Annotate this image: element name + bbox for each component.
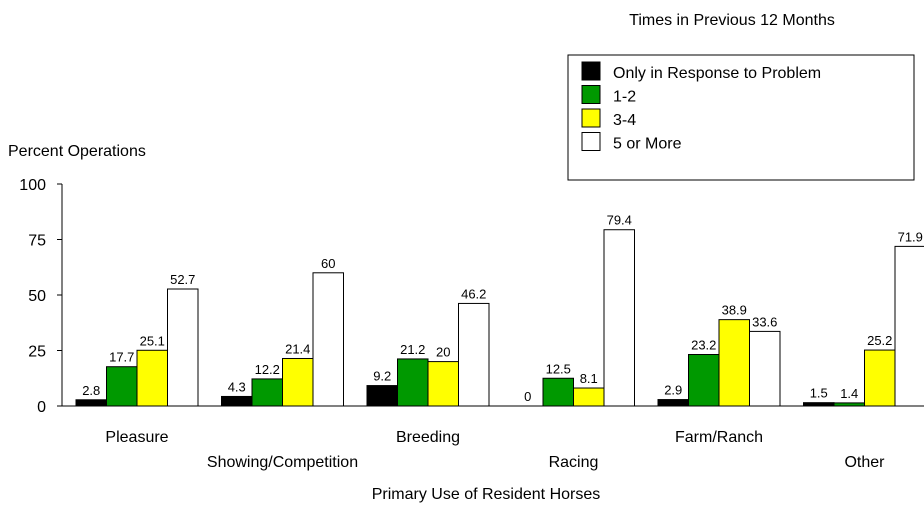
- data-label: 4.3: [228, 379, 246, 394]
- legend-swatch-1-2: [581, 85, 601, 104]
- data-label: 20: [436, 345, 450, 360]
- bar-5-or-more-showing-competition: [312, 272, 344, 407]
- data-label: 1.5: [810, 386, 828, 401]
- bar-3-4-breeding: [427, 361, 459, 407]
- legend-swatch-5-or-more: [581, 132, 601, 151]
- data-label: 21.2: [400, 342, 425, 357]
- x-axis-label: Primary Use of Resident Horses: [372, 486, 601, 503]
- legend-label-3-4: 3-4: [613, 112, 636, 129]
- data-label: 21.4: [285, 341, 310, 356]
- bars: 2.8 17.7 25.1 52.7 4.3 12.2 21.4 60 9.2 21.2 20 46.…: [75, 213, 924, 407]
- data-label: 46.2: [461, 286, 486, 301]
- legend-swatch-only-in-response-to-problem: [581, 61, 601, 81]
- data-label: 71.9: [898, 229, 923, 244]
- data-label: 2.8: [82, 383, 100, 398]
- bar-3-4-other: [864, 349, 896, 407]
- data-label: 8.1: [580, 371, 598, 386]
- y-axis-label: Percent Operations: [8, 143, 146, 160]
- bar-3-4-showing-competition: [282, 357, 314, 407]
- y-tick-label: 75: [28, 233, 46, 250]
- data-label: 33.6: [752, 314, 777, 329]
- y-ticks: 0 25 50 75 100: [19, 177, 62, 416]
- data-label: 12.5: [546, 361, 571, 376]
- y-tick-label: 25: [28, 344, 46, 361]
- bar-1-2-breeding: [397, 358, 429, 407]
- bar-5-or-more-breeding: [458, 302, 490, 407]
- category-label-breeding: Breeding: [396, 429, 460, 446]
- bar-5-or-more-racing: [603, 229, 635, 407]
- data-label: 9.2: [373, 369, 391, 384]
- bar-3-4-farm-ranch: [718, 319, 750, 407]
- category-label-showing-competition: Showing/Competition: [207, 454, 358, 471]
- category-label-farm-ranch: Farm/Ranch: [675, 429, 763, 446]
- legend-items: Only in Response to Problem 1-2 3-4 5 or Mo…: [581, 61, 821, 153]
- bar-only-in-response-to-problem-pleasure: [75, 399, 107, 407]
- data-label: 12.2: [255, 362, 280, 377]
- y-tick-label: 50: [28, 288, 46, 305]
- category-label-racing: Racing: [549, 454, 599, 471]
- bar-3-4-pleasure: [136, 349, 168, 407]
- bar-1-2-farm-ranch: [688, 353, 720, 407]
- y-tick-label: 0: [37, 399, 46, 416]
- category-label-pleasure: Pleasure: [105, 429, 168, 446]
- bar-only-in-response-to-problem-showing-competition: [221, 395, 253, 407]
- data-label: 52.7: [170, 272, 195, 287]
- bar-only-in-response-to-problem-farm-ranch: [657, 399, 689, 407]
- bar-1-2-pleasure: [106, 366, 138, 407]
- data-label: 17.7: [109, 350, 134, 365]
- data-label: 60: [321, 256, 335, 271]
- bar-3-4-racing: [573, 387, 605, 407]
- bar-5-or-more-other: [894, 245, 924, 407]
- legend-label-only-in-response-to-problem: Only in Response to Problem: [613, 65, 821, 82]
- legend-box: [567, 54, 915, 181]
- bar-5-or-more-pleasure: [167, 288, 199, 407]
- data-label: 38.9: [722, 303, 747, 318]
- data-label: 0: [524, 389, 531, 404]
- y-tick-label: 100: [19, 177, 46, 194]
- data-label: 25.2: [867, 333, 892, 348]
- category-label-other: Other: [844, 454, 885, 471]
- data-label: 25.1: [140, 333, 165, 348]
- legend-swatch-3-4: [581, 108, 601, 128]
- legend-label-5-or-more: 5 or More: [613, 136, 682, 153]
- data-label: 1.4: [840, 386, 858, 401]
- bar-5-or-more-farm-ranch: [749, 330, 781, 407]
- legend-title: Times in Previous 12 Months: [629, 12, 835, 29]
- data-label: 2.9: [664, 383, 682, 398]
- legend-label-1-2: 1-2: [613, 89, 636, 106]
- data-label: 23.2: [691, 337, 716, 352]
- data-label: 79.4: [607, 213, 632, 228]
- bar-1-2-racing: [542, 377, 574, 407]
- x-categories: Pleasure Showing/Competition Breeding Racin…: [105, 429, 885, 471]
- bar-only-in-response-to-problem-breeding: [366, 385, 398, 407]
- bar-1-2-showing-competition: [251, 378, 283, 407]
